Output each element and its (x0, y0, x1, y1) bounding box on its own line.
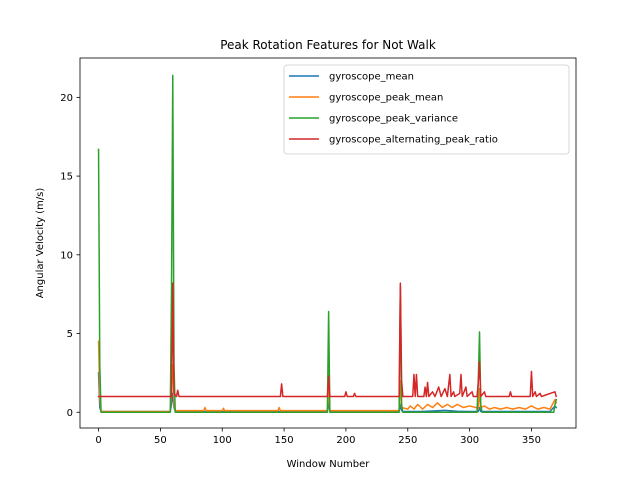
y-tick-label: 15 (60, 172, 73, 183)
x-tick-label: 350 (522, 435, 541, 446)
chart-title: Peak Rotation Features for Not Walk (220, 38, 436, 52)
x-tick-label: 0 (95, 435, 101, 446)
x-tick-label: 250 (398, 435, 417, 446)
series-line-2 (97, 74, 558, 414)
x-tick-label: 150 (275, 435, 294, 446)
y-axis: 0 5 10 15 20 (60, 93, 80, 419)
x-tick-label: 50 (154, 435, 167, 446)
series-line-1 (97, 340, 558, 413)
x-tick-label: 200 (336, 435, 355, 446)
y-tick-label: 10 (60, 250, 73, 261)
legend-label-2: gyroscope_peak_variance (329, 114, 458, 125)
y-axis-label: Angular Velocity (m/s) (35, 188, 46, 299)
y-tick-label: 20 (60, 93, 73, 104)
y-tick-label: 5 (67, 329, 73, 340)
x-tick-label: 300 (460, 435, 479, 446)
legend-label-1: gyroscope_peak_mean (329, 93, 443, 104)
x-axis-label: Window Number (287, 459, 371, 470)
series-line-3 (97, 282, 558, 398)
x-axis: 0 50 100 150 200 250 300 350 (95, 428, 541, 446)
legend-label-3: gyroscope_alternating_peak_ratio (329, 135, 498, 146)
legend: gyroscope_mean gyroscope_peak_meangyrosco… (283, 64, 570, 155)
series-layer (97, 74, 558, 414)
x-tick-label: 100 (213, 435, 232, 446)
legend-label-0: gyroscope_mean (329, 72, 414, 83)
legend-frame (283, 64, 570, 155)
plot-frame (79, 57, 577, 429)
y-tick-label: 0 (67, 408, 73, 419)
